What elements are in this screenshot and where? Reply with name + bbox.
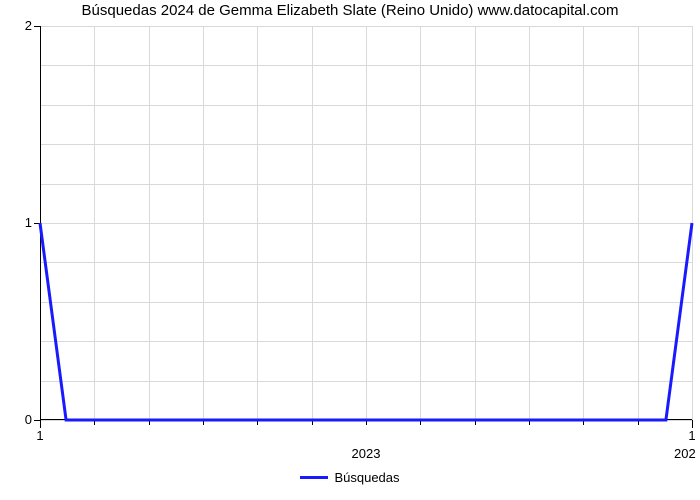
legend: Búsquedas xyxy=(0,466,700,485)
x-far-right-label: 202 xyxy=(674,446,700,461)
plot-area: 012112023202 xyxy=(40,26,692,420)
grid-v xyxy=(692,26,693,420)
x-left-label: 1 xyxy=(30,428,50,443)
chart-title: Búsquedas 2024 de Gemma Elizabeth Slate … xyxy=(0,2,700,19)
y-tick-label: 1 xyxy=(10,215,32,230)
legend-label: Búsquedas xyxy=(334,470,399,485)
x-center-label: 2023 xyxy=(336,446,396,461)
x-right-label: 1 xyxy=(682,428,700,443)
y-tick-label: 0 xyxy=(10,412,32,427)
legend-item: Búsquedas xyxy=(300,470,399,485)
legend-swatch xyxy=(300,476,328,479)
series-line xyxy=(40,26,692,420)
x-tick xyxy=(692,420,693,428)
y-tick-label: 2 xyxy=(10,18,32,33)
x-tick xyxy=(40,420,41,428)
chart-container: Búsquedas 2024 de Gemma Elizabeth Slate … xyxy=(0,0,700,500)
